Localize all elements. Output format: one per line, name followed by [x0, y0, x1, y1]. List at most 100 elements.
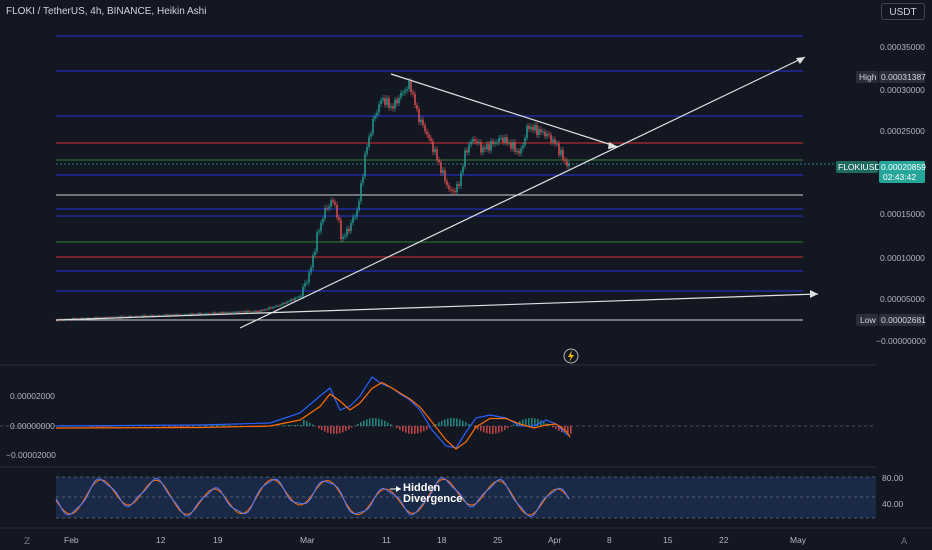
histogram-bar — [360, 421, 362, 426]
svg-text:A: A — [901, 537, 908, 547]
timezone-icon[interactable]: Z — [24, 537, 30, 547]
price-tick: 0.00035000 — [880, 42, 925, 52]
histogram-bar — [567, 426, 569, 434]
time-axis[interactable]: Feb 12 19 Mar 11 18 25 Apr 8 15 22 May — [64, 535, 807, 545]
histogram-bar — [99, 426, 101, 428]
high-label-box — [856, 71, 878, 83]
histogram-bar — [168, 426, 170, 427]
histogram-bar — [438, 422, 440, 426]
macd-line — [55, 376, 571, 449]
time-tick: 11 — [382, 535, 391, 545]
histogram-bar — [447, 418, 449, 426]
descending-trendline — [390, 73, 619, 148]
histogram-bar — [288, 424, 290, 426]
arrow-head — [396, 486, 401, 492]
histogram-bar — [534, 418, 536, 426]
histogram-bar — [225, 425, 227, 426]
bar-countdown: 02:43:42 — [883, 172, 916, 182]
histogram-bar — [294, 424, 296, 426]
histogram-bar — [396, 426, 398, 429]
histogram-bar — [300, 424, 302, 426]
histogram-bar — [450, 418, 452, 426]
histogram-bar — [222, 424, 224, 426]
histogram-bar — [537, 419, 539, 426]
histogram-bar — [486, 426, 488, 434]
histogram-bar — [180, 426, 182, 428]
price-axis[interactable]: 0.00035000 0.00030000 0.00025000 0.00015… — [836, 42, 926, 346]
histogram-bar — [345, 426, 347, 431]
histogram-bar — [411, 426, 413, 434]
histogram-bar — [306, 421, 308, 426]
histogram-bar — [189, 426, 191, 427]
histogram-bar — [426, 426, 428, 430]
histogram-bar — [165, 426, 167, 427]
ascending-trendline-upper — [239, 56, 806, 329]
histogram-bar — [366, 419, 368, 426]
histogram-bar — [108, 426, 110, 427]
time-tick: Feb — [64, 535, 79, 545]
histogram-bar — [216, 424, 218, 426]
histogram-bar — [174, 426, 176, 428]
histogram-bar — [348, 426, 350, 430]
chart-title: FLOKI / TetherUS, 4h, BINANCE, Heikin As… — [6, 6, 207, 17]
histogram-bar — [228, 425, 230, 426]
currency-button[interactable]: USDT — [881, 3, 925, 20]
signal-line — [55, 381, 571, 450]
histogram-bar — [441, 420, 443, 426]
histogram-bar — [297, 424, 299, 426]
histogram-bar — [489, 426, 491, 434]
low-label-box — [856, 314, 878, 326]
rsi-band — [56, 477, 876, 518]
histogram-bar — [492, 426, 494, 434]
histogram-bar — [333, 426, 335, 434]
histogram-bar — [372, 418, 374, 426]
histogram-bar — [282, 425, 284, 426]
histogram-bar — [210, 424, 212, 426]
histogram-bar — [363, 420, 365, 426]
histogram-bar — [423, 426, 425, 432]
high-value: 0.00031387 — [881, 72, 926, 82]
histogram-bar — [543, 421, 545, 426]
histogram-bar — [111, 426, 113, 427]
histogram-bar — [387, 422, 389, 426]
symbol-label: FLOKIUSDT — [838, 162, 886, 172]
histogram-bar — [93, 426, 95, 428]
histogram-bar — [480, 426, 482, 432]
histogram-bar — [369, 418, 371, 426]
lightning-icon[interactable] — [563, 348, 579, 364]
histogram-bar — [495, 426, 497, 434]
histogram-bar — [402, 426, 404, 432]
histogram-bar — [171, 426, 173, 428]
histogram-bar — [390, 424, 392, 426]
histogram-bar — [414, 426, 416, 434]
macd-pane: 0.00002000 0.00000000 −0.00002000 — [0, 376, 876, 460]
annotation-hidden: Hidden — [403, 482, 441, 494]
histogram-bar — [531, 418, 533, 426]
histogram-bar — [555, 426, 557, 430]
last-price: 0.00020859 — [881, 162, 926, 172]
tradingview-logo-icon[interactable]: A — [901, 537, 908, 547]
time-tick: 15 — [663, 535, 673, 545]
histogram-bar — [336, 426, 338, 434]
low-value: 0.00002681 — [881, 315, 926, 325]
rsi-tick: 40.00 — [882, 499, 904, 509]
trendlines — [55, 56, 819, 329]
histogram-bar — [291, 424, 293, 426]
macd-tick: 0.00002000 — [10, 391, 55, 401]
histogram-bar — [315, 426, 317, 427]
histogram-bar — [552, 426, 554, 428]
histogram-bar — [378, 418, 380, 426]
histogram-bar — [342, 426, 344, 433]
histogram-bar — [351, 426, 353, 428]
histogram-bar — [384, 420, 386, 426]
histogram-bar — [102, 426, 104, 428]
histogram-bar — [186, 426, 188, 427]
histogram-bar — [501, 426, 503, 432]
histogram-bar — [408, 426, 410, 434]
histogram-bar — [504, 426, 506, 430]
histogram-bar — [507, 426, 509, 429]
time-tick: May — [790, 535, 807, 545]
horizontal-levels — [56, 35, 876, 321]
svg-text:Z: Z — [24, 537, 30, 547]
